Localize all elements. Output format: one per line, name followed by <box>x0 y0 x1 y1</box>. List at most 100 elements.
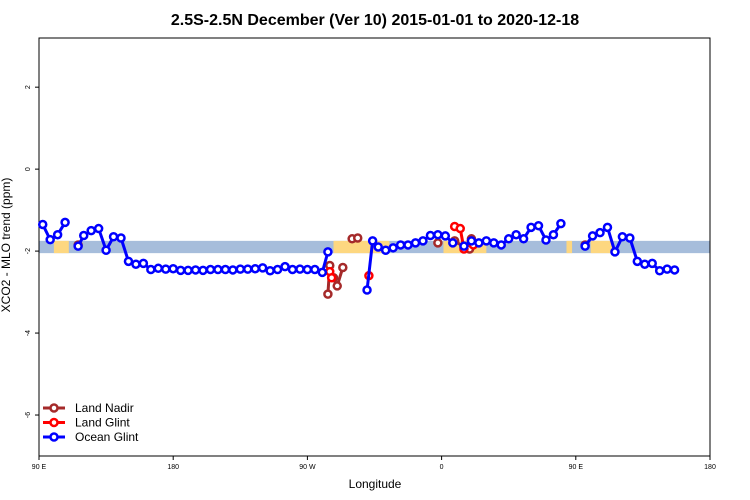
data-point <box>37 219 48 230</box>
legend-label: Ocean Glint <box>75 430 139 444</box>
data-point <box>235 264 246 274</box>
data-point <box>556 218 566 229</box>
y-axis: 2 0 -2 -4 -6 <box>25 85 39 418</box>
data-point <box>403 240 413 250</box>
data-point <box>425 230 436 241</box>
data-point <box>323 247 333 257</box>
legend-label: Land Nadir <box>75 401 134 415</box>
data-point <box>388 243 398 253</box>
data-point <box>526 222 536 233</box>
x-tick-label: 90 W <box>299 464 316 471</box>
data-point <box>459 241 469 251</box>
data-point <box>440 231 451 241</box>
data-point <box>243 264 253 274</box>
data-point <box>52 229 63 240</box>
data-point <box>93 223 104 234</box>
data-point <box>474 238 484 248</box>
x-tick-label: 90 E <box>569 464 584 471</box>
data-point <box>198 265 208 276</box>
data-point <box>153 263 164 274</box>
data-point <box>380 245 391 256</box>
legend-marker <box>49 432 59 442</box>
data-point <box>602 222 613 233</box>
data-point <box>123 256 134 267</box>
data-point <box>146 264 156 275</box>
data-point <box>448 238 458 248</box>
legend-marker <box>49 403 59 413</box>
data-point <box>511 229 521 240</box>
data-point <box>433 229 443 240</box>
data-point <box>101 245 111 256</box>
data-point <box>362 285 372 295</box>
plot-frame <box>38 37 711 457</box>
data-point <box>78 230 89 241</box>
data-point <box>73 241 83 251</box>
data-point <box>257 263 268 273</box>
data-point <box>496 240 506 250</box>
data-point <box>548 229 559 240</box>
x-tick-label: 90 E <box>32 464 47 471</box>
data-point <box>418 236 428 246</box>
data-point <box>220 264 231 275</box>
data-point <box>183 265 193 276</box>
data-point <box>280 261 290 272</box>
data-point <box>580 241 590 251</box>
data-point <box>533 220 544 231</box>
data-point <box>310 264 320 275</box>
data-point <box>228 265 238 275</box>
data-point <box>338 262 348 273</box>
data-point <box>86 225 96 236</box>
legend-label: Land Glint <box>75 416 130 430</box>
data-point <box>654 266 665 276</box>
data-point <box>410 238 421 248</box>
band-land-segment <box>566 240 573 254</box>
data-point <box>433 238 443 248</box>
data-point <box>302 264 313 275</box>
data-point <box>190 265 201 275</box>
y-tick-label: 0 <box>25 167 32 171</box>
data-point <box>287 264 298 275</box>
x-tick-label: 180 <box>167 464 179 471</box>
data-point <box>395 240 406 250</box>
data-point <box>213 264 223 275</box>
y-tick-label: -4 <box>25 330 32 336</box>
chart-title: 2.5S-2.5N December (Ver 10) 2015-01-01 t… <box>171 12 579 29</box>
data-point <box>632 256 643 267</box>
series-ocean-glint <box>37 217 680 295</box>
data-point <box>45 234 55 245</box>
data-point <box>610 247 620 257</box>
data-point <box>60 217 70 228</box>
y-axis-label: XCO2 - MLO trend (ppm) <box>0 178 13 313</box>
data-point <box>662 264 672 274</box>
data-point <box>503 234 514 244</box>
data-point <box>131 259 141 269</box>
data-point <box>640 259 650 269</box>
data-point <box>489 238 499 248</box>
y-tick-label: -6 <box>25 412 32 418</box>
data-point <box>108 232 119 242</box>
data-point <box>541 235 551 245</box>
y-tick-label: -2 <box>25 248 32 254</box>
x-tick-label: 180 <box>704 464 716 471</box>
x-axis: 90 E 180 90 W 0 90 E 180 <box>32 456 716 471</box>
data-point <box>323 289 333 299</box>
data-point <box>647 258 657 269</box>
data-point <box>175 265 186 276</box>
data-point <box>352 233 363 243</box>
data-point <box>481 236 492 246</box>
band-land-segment <box>53 240 69 254</box>
data-point <box>455 223 465 234</box>
data-point <box>168 263 178 274</box>
data-point <box>518 234 529 244</box>
data-point <box>272 264 283 275</box>
data-point <box>332 281 342 291</box>
x-axis-label: Longitude <box>349 477 402 491</box>
x-tick-label: 0 <box>440 464 444 471</box>
y-tick-label: 2 <box>25 85 32 89</box>
data-point <box>669 265 680 275</box>
data-point <box>138 258 149 269</box>
data-point <box>265 266 275 276</box>
data-point <box>295 264 305 274</box>
data-point <box>373 242 383 252</box>
data-point <box>367 236 378 246</box>
